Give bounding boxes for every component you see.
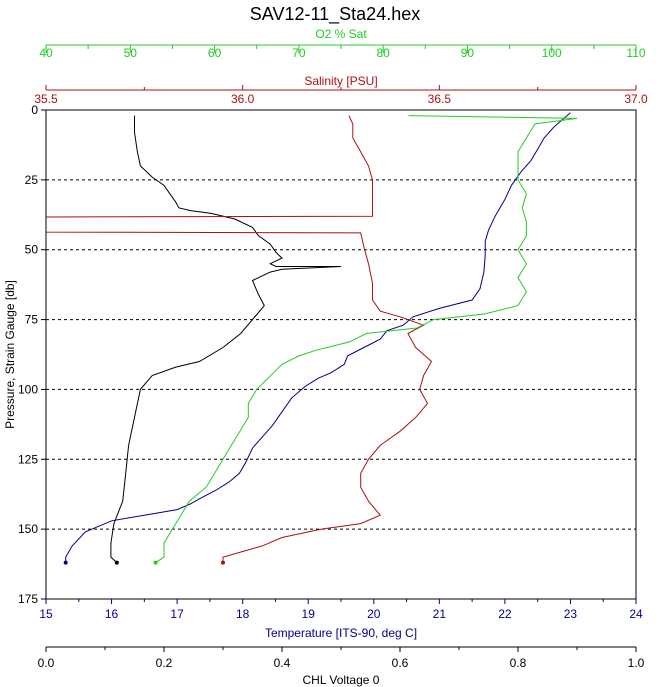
y-tick-label: 125: [18, 452, 38, 466]
oxygen-tick-label: 110: [626, 46, 645, 60]
temperature-tick-label: 22: [498, 607, 512, 621]
salinity-tick-label: 36.5: [428, 92, 452, 106]
y-tick-label: 75: [25, 313, 39, 327]
temperature-tick-label: 17: [170, 607, 184, 621]
temperature-tick-label: 19: [302, 607, 316, 621]
chl-axis-label: CHL Voltage 0: [303, 673, 380, 687]
temperature-tick-label: 18: [236, 607, 250, 621]
chl-tick-label: 0.4: [274, 656, 291, 670]
chart-title: SAV12-11_Sta24.hex: [250, 4, 420, 25]
series-line-salinity: [45, 115, 433, 563]
series-end-marker-oxygen: [153, 560, 158, 565]
temperature-tick-label: 21: [433, 607, 447, 621]
temperature-tick-label: 16: [105, 607, 119, 621]
oxygen-tick-label: 90: [461, 46, 475, 60]
chl-tick-label: 0.8: [510, 656, 527, 670]
salinity-tick-label: 36.0: [231, 92, 255, 106]
series-end-marker-salinity: [221, 560, 225, 565]
temperature-tick-label: 24: [629, 607, 643, 621]
y-tick-label: 150: [18, 522, 38, 536]
oxygen-axis-label: O2 % Sat: [315, 27, 367, 41]
grid-lines: [46, 179, 636, 530]
chl-tick-label: 0.2: [156, 656, 173, 670]
axes: 0 25 50 75 100 125 150 175 Pressure, Strain Gaug…: [3, 27, 648, 687]
y-tick-label: 0: [31, 103, 38, 117]
oxygen-tick-label: 60: [208, 46, 222, 60]
oxygen-tick-label: 70: [292, 46, 306, 60]
oxygen-tick-label: 80: [376, 46, 390, 60]
series-line-temperature: [65, 112, 571, 563]
y-tick-label: 50: [25, 243, 39, 257]
temperature-tick-label: 15: [39, 607, 53, 621]
series-line-oxygen: [155, 115, 578, 564]
oxygen-tick-label: 100: [542, 46, 562, 60]
y-tick-label: 175: [18, 592, 38, 606]
temperature-tick-label: 20: [367, 607, 381, 621]
chl-tick-label: 1.0: [628, 656, 645, 670]
y-axis-label: Pressure, Strain Gauge [db]: [3, 280, 17, 429]
salinity-tick-label: 35.5: [34, 92, 58, 106]
series-end-marker-temperature: [63, 560, 68, 565]
y-tick-label: 25: [25, 173, 39, 187]
salinity-tick-label: 37.0: [624, 92, 648, 106]
chl-tick-label: 0.0: [38, 656, 55, 670]
salinity-axis-label: Salinity [PSU]: [304, 74, 377, 88]
data-series: [45, 112, 578, 565]
y-tick-label: 100: [18, 382, 38, 396]
plot-frame: [45, 109, 637, 600]
chl-tick-label: 0.6: [392, 656, 409, 670]
series-end-marker-chl: [114, 560, 119, 565]
oxygen-tick-label: 50: [124, 46, 138, 60]
temperature-tick-label: 23: [564, 607, 578, 621]
oxygen-tick-label: 40: [39, 46, 53, 60]
temperature-axis-label: Temperature [ITS-90, deg C]: [265, 626, 417, 640]
series-line-chl: [110, 115, 342, 564]
